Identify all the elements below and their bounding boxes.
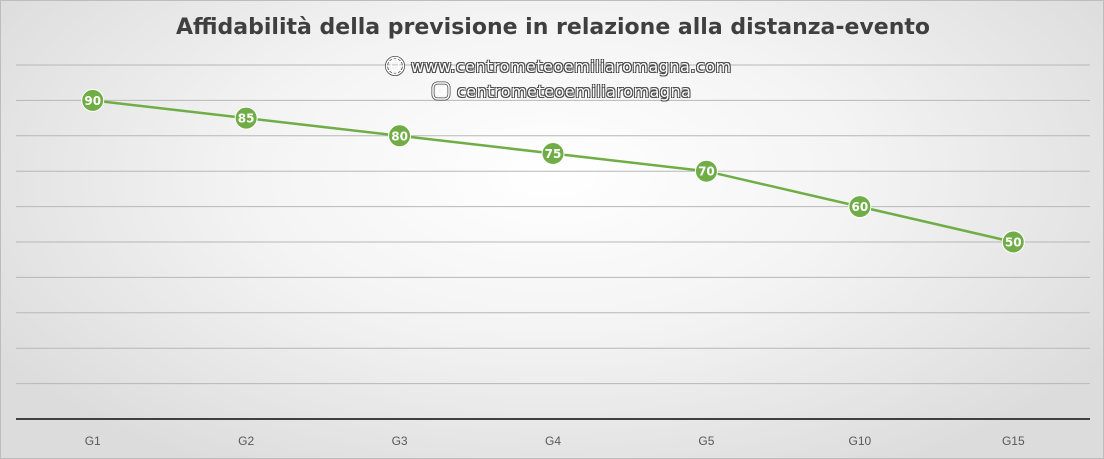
instagram-icon — [431, 81, 451, 101]
chart-title: Affidabilità della previsione in relazio… — [175, 15, 930, 40]
data-point — [388, 124, 412, 148]
data-point — [1001, 230, 1025, 254]
watermark-instagram: centrometeoemiliaromagna — [431, 80, 691, 102]
x-tick-label: G2 — [238, 434, 254, 448]
data-label: 60 — [852, 200, 869, 214]
data-label: 90 — [84, 94, 101, 108]
data-label: 75 — [545, 147, 562, 161]
gridlines — [16, 64, 1090, 385]
watermark-website: www.centrometeoemiliaromagna.com — [385, 55, 732, 77]
data-point — [81, 88, 105, 112]
data-point — [234, 106, 258, 130]
data-label: 85 — [238, 112, 255, 126]
x-tick-label: G4 — [545, 434, 561, 448]
x-axis: G1 G2 G3 G4 G5 G10 G15 — [16, 418, 1090, 448]
x-tick-label: G5 — [698, 434, 714, 448]
data-label: 50 — [1005, 236, 1022, 250]
globe-icon — [385, 56, 405, 76]
x-tick-label: G1 — [85, 434, 101, 448]
instagram-text: centrometeoemiliaromagna — [457, 81, 692, 101]
website-text: www.centrometeoemiliaromagna.com — [411, 56, 732, 76]
x-tick-label: G3 — [392, 434, 408, 448]
data-point — [541, 142, 565, 165]
data-point — [694, 159, 718, 183]
x-tick-label: G15 — [1002, 434, 1025, 448]
x-tick-label: G10 — [849, 434, 872, 448]
data-label: 70 — [698, 165, 715, 179]
series-line: 90 85 80 75 70 60 50 — [81, 88, 1025, 254]
data-label: 80 — [391, 129, 408, 143]
data-point — [848, 195, 872, 219]
